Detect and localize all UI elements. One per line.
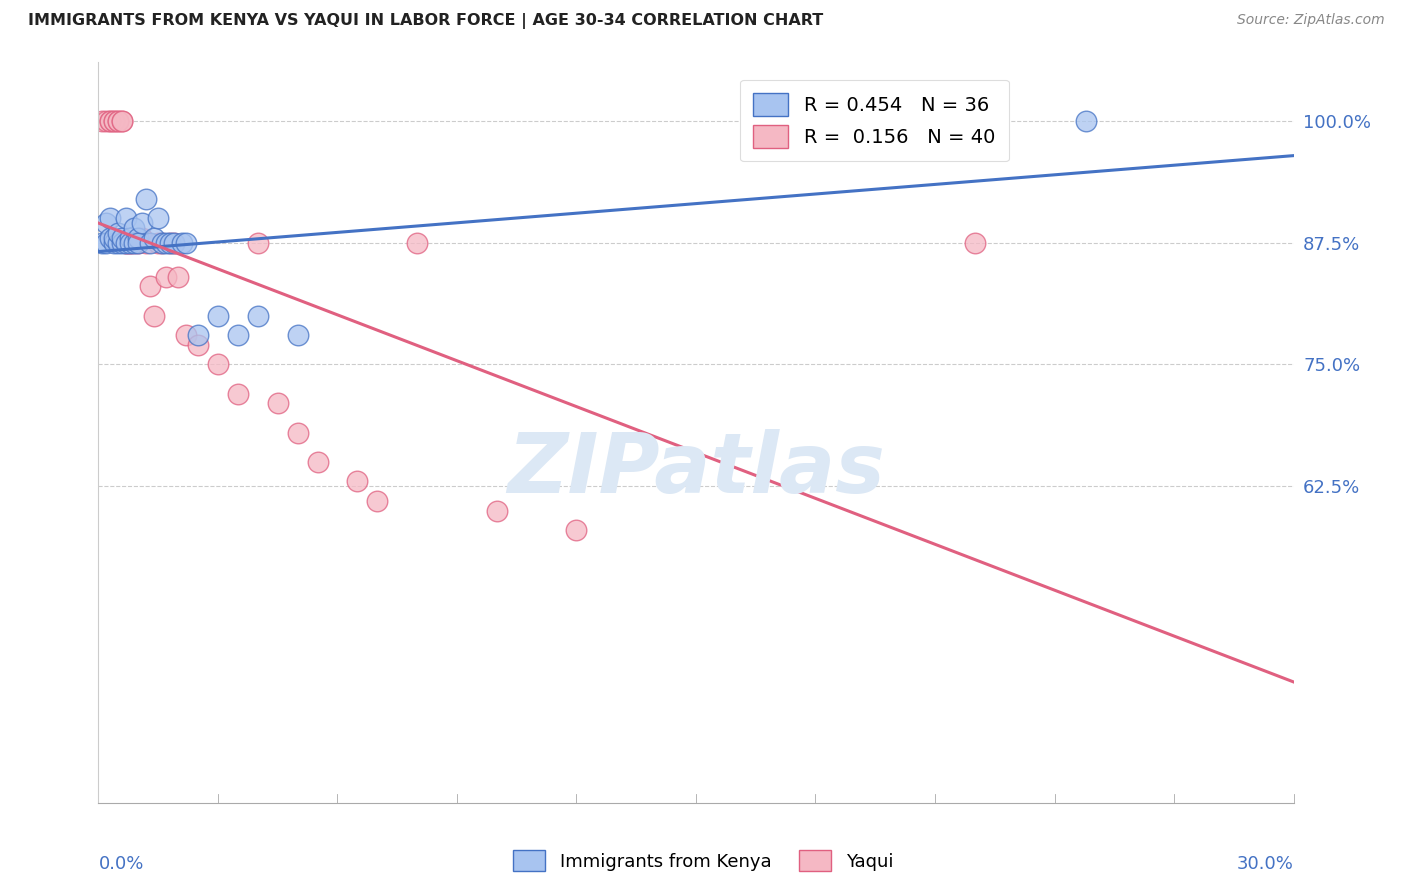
Text: 30.0%: 30.0% — [1237, 855, 1294, 872]
Point — [159, 235, 181, 250]
Point — [107, 226, 129, 240]
Point — [155, 269, 177, 284]
Point — [120, 231, 142, 245]
Point — [103, 114, 125, 128]
Point — [124, 235, 146, 250]
Point — [287, 425, 309, 440]
Point — [246, 235, 269, 250]
Point — [207, 358, 229, 372]
Point — [103, 231, 125, 245]
Point — [1076, 114, 1098, 128]
Legend: R = 0.454   N = 36, R =  0.156   N = 40: R = 0.454 N = 36, R = 0.156 N = 40 — [740, 79, 1010, 161]
Point — [565, 523, 588, 537]
Point — [115, 235, 138, 250]
Point — [163, 235, 186, 250]
Point — [98, 114, 122, 128]
Point — [143, 231, 166, 245]
Point — [127, 235, 149, 250]
Point — [127, 231, 149, 245]
Point — [226, 386, 249, 401]
Point — [159, 235, 181, 250]
Point — [148, 235, 170, 250]
Point — [107, 235, 129, 250]
Point — [96, 114, 118, 128]
Point — [135, 235, 157, 250]
Point — [111, 114, 134, 128]
Point — [96, 216, 118, 230]
Point — [163, 235, 186, 250]
Point — [139, 235, 162, 250]
Point — [120, 235, 142, 250]
Point — [127, 235, 149, 250]
Text: 0.0%: 0.0% — [98, 855, 143, 872]
Point — [406, 235, 429, 250]
Point — [115, 211, 138, 226]
Point — [103, 235, 125, 250]
Point — [174, 235, 197, 250]
Point — [150, 235, 173, 250]
Point — [115, 235, 138, 250]
Point — [131, 231, 153, 245]
Point — [307, 455, 329, 469]
Point — [131, 216, 153, 230]
Point — [346, 475, 368, 489]
Point — [267, 396, 290, 410]
Point — [103, 114, 125, 128]
Point — [155, 235, 177, 250]
Point — [111, 235, 134, 250]
Point — [111, 231, 134, 245]
Point — [120, 235, 142, 250]
Point — [187, 328, 209, 343]
Point — [246, 309, 269, 323]
Point — [172, 235, 194, 250]
Point — [150, 235, 173, 250]
Point — [107, 114, 129, 128]
Point — [148, 211, 170, 226]
Point — [485, 503, 508, 517]
Point — [96, 235, 118, 250]
Point — [107, 114, 129, 128]
Point — [124, 221, 146, 235]
Point — [207, 309, 229, 323]
Text: Source: ZipAtlas.com: Source: ZipAtlas.com — [1237, 13, 1385, 28]
Point — [187, 338, 209, 352]
Point — [91, 235, 114, 250]
Point — [115, 235, 138, 250]
Point — [124, 235, 146, 250]
Point — [111, 114, 134, 128]
Point — [167, 269, 190, 284]
Point — [120, 235, 142, 250]
Point — [139, 279, 162, 293]
Legend: Immigrants from Kenya, Yaqui: Immigrants from Kenya, Yaqui — [506, 843, 900, 879]
Text: ZIPatlas: ZIPatlas — [508, 429, 884, 510]
Point — [98, 114, 122, 128]
Point — [963, 235, 986, 250]
Text: IMMIGRANTS FROM KENYA VS YAQUI IN LABOR FORCE | AGE 30-34 CORRELATION CHART: IMMIGRANTS FROM KENYA VS YAQUI IN LABOR … — [28, 13, 824, 29]
Point — [98, 211, 122, 226]
Point — [366, 493, 388, 508]
Point — [91, 114, 114, 128]
Point — [98, 231, 122, 245]
Point — [135, 192, 157, 206]
Point — [226, 328, 249, 343]
Point — [143, 309, 166, 323]
Point — [174, 328, 197, 343]
Point — [287, 328, 309, 343]
